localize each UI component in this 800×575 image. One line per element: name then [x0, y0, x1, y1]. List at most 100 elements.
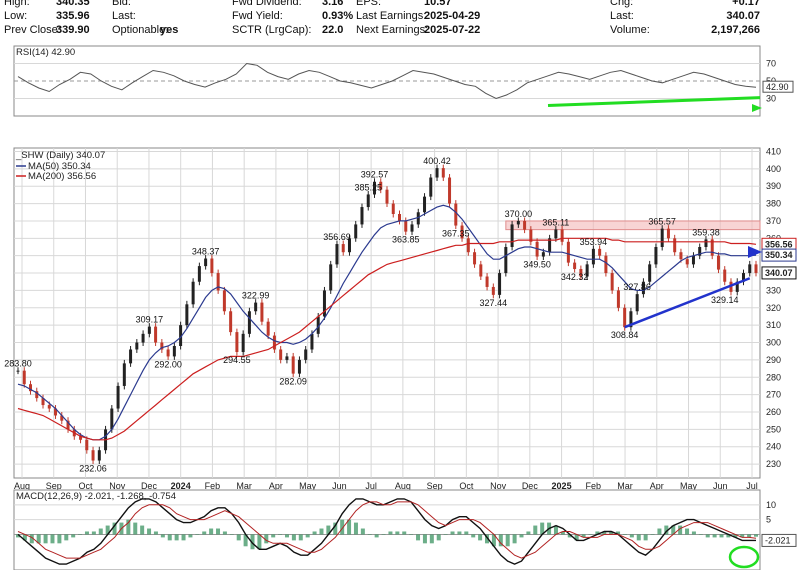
header-label: Last:: [610, 10, 634, 22]
price-candle: [372, 181, 376, 195]
price-tick-label: 250: [766, 424, 781, 434]
x-tick-label: Jul: [746, 481, 758, 491]
macd-histogram-bar: [153, 531, 158, 535]
macd-histogram-bar: [602, 531, 607, 535]
header-label: Optionable:: [112, 24, 168, 36]
macd-tick-label: 10: [766, 500, 776, 510]
price-candle: [22, 370, 26, 385]
macd-histogram-bar: [705, 534, 710, 538]
macd-histogram-bar: [567, 534, 572, 538]
macd-histogram-bar: [16, 534, 20, 538]
header-value: 3.16: [322, 0, 343, 8]
header-label: Last Earnings:: [356, 10, 426, 22]
price-candle: [473, 252, 477, 265]
price-candle: [285, 356, 289, 360]
price-candle: [441, 168, 445, 178]
price-candle: [366, 194, 370, 208]
macd-histogram-bar: [305, 534, 310, 538]
macd-histogram-bar: [126, 519, 131, 535]
price-candle: [41, 398, 45, 406]
price-candle: [160, 342, 164, 350]
price-candle: [135, 342, 139, 350]
quote-header: High: 340.35 Bid: Fwd Dividend: 3.16 EPS: 10.5…: [4, 0, 760, 36]
macd-histogram-bar: [533, 525, 538, 535]
price-candle: [91, 450, 95, 461]
macd-histogram-bar: [464, 531, 469, 535]
price-candle: [735, 281, 739, 292]
price-candle: [154, 326, 158, 343]
price-candle: [516, 220, 520, 225]
x-tick-label: Mar: [236, 481, 252, 491]
price-candle: [60, 415, 64, 421]
header-value: 2025-04-29: [424, 10, 480, 22]
x-tick-label: Apr: [650, 481, 664, 491]
price-annotation: 292.00: [154, 359, 182, 369]
price-candle: [541, 252, 545, 257]
header-value: 2025-07-22: [424, 24, 480, 36]
x-tick-label: Apr: [269, 481, 283, 491]
price-candle: [16, 370, 20, 372]
header-label: EPS:: [356, 0, 381, 8]
price-candle: [604, 255, 608, 274]
macd-histogram-bar: [36, 534, 41, 544]
price-tick-label: 300: [766, 338, 781, 348]
macd-histogram-bar: [202, 531, 207, 535]
price-candle: [29, 384, 33, 392]
price-candle: [748, 264, 752, 274]
price-annotation: 322.99: [242, 291, 270, 301]
price-candle: [710, 239, 714, 256]
macd-histogram-bar: [629, 534, 634, 538]
price-annotation: 309.17: [136, 315, 164, 325]
header-label: Prev Close:: [4, 24, 61, 36]
x-tick-label: 2024: [171, 481, 191, 491]
price-candle: [754, 264, 758, 273]
macd-histogram-bar: [698, 534, 703, 535]
macd-histogram-bar: [712, 534, 717, 538]
macd-histogram-bar: [719, 534, 724, 538]
price-annotation: 342.32: [561, 272, 589, 282]
price-candle: [554, 229, 558, 239]
support-trendline: [624, 277, 751, 329]
price-annotation: 385.25: [354, 182, 382, 192]
price-candle: [654, 247, 658, 265]
header-value: 10.57: [424, 0, 452, 8]
price-annotation: 348.37: [192, 247, 220, 257]
macd-histogram-bar: [491, 534, 496, 547]
price-tick-label: 390: [766, 181, 781, 191]
price-panel: 2302402502602702802903003103203303403503…: [4, 146, 797, 491]
price-candle: [391, 203, 395, 214]
macd-histogram-bar: [553, 525, 558, 535]
macd-histogram-bar: [298, 534, 303, 541]
macd-histogram-bar: [733, 534, 738, 538]
macd-histogram-bar: [574, 534, 579, 541]
price-candle: [560, 229, 564, 242]
price-candle: [66, 420, 70, 430]
macd-histogram-bar: [160, 534, 165, 538]
header-label: Next Earnings:: [356, 24, 428, 36]
macd-histogram-bar: [236, 534, 241, 541]
price-annotation: 370.00: [505, 209, 533, 219]
price-tick-label: 270: [766, 390, 781, 400]
price-candle: [548, 238, 552, 253]
macd-histogram-bar: [616, 531, 621, 535]
macd-histogram-bar: [78, 534, 83, 535]
price-candle: [110, 408, 114, 430]
macd-value-tag: [761, 533, 797, 547]
price-candle: [79, 436, 83, 440]
macd-histogram-bar: [250, 534, 255, 550]
price-candle: [504, 247, 508, 274]
price-annotation: 363.85: [392, 235, 420, 245]
axis-value-label: 340.07: [765, 268, 793, 278]
price-tick-label: 280: [766, 372, 781, 382]
price-candle: [166, 349, 170, 357]
macd-histogram-bar: [257, 534, 262, 550]
price-tick-label: 380: [766, 199, 781, 209]
price-annotation: 365.57: [648, 217, 676, 227]
macd-histogram-bar: [622, 534, 627, 535]
macd-histogram-bar: [167, 534, 172, 541]
price-candle: [641, 281, 645, 295]
macd-histogram-bar: [147, 528, 152, 535]
macd-legend: MACD(12,26,9) -2.021, -1.268, -0.754: [16, 491, 176, 502]
macd-line: [17, 498, 756, 565]
price-candle: [291, 356, 295, 374]
